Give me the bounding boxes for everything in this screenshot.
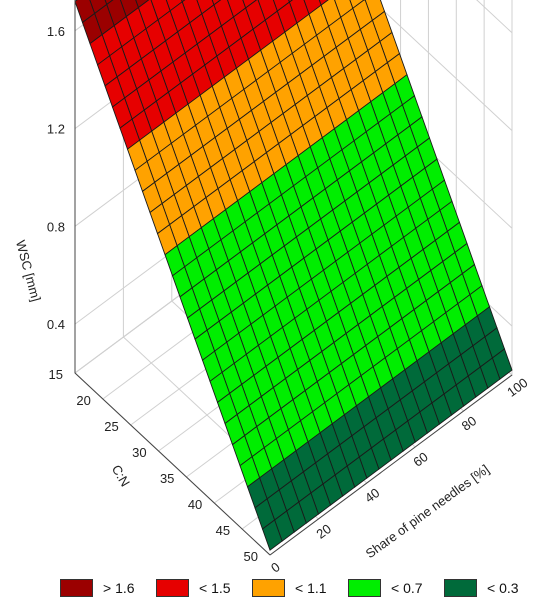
y-tick-label: 20 [76, 393, 90, 408]
legend-swatch-3 [252, 579, 285, 597]
z-tick-label: 0.4 [47, 317, 65, 332]
x-tick-label: 100 [504, 375, 530, 400]
x-tick-label: 0 [268, 559, 283, 575]
legend-swatch-5 [444, 579, 477, 597]
y-tick-label: 15 [49, 367, 63, 382]
y-tick-label: 45 [216, 523, 230, 538]
legend-item-5: < 0.3 [444, 576, 519, 600]
legend-item-1: > 1.6 [60, 576, 135, 600]
legend-label-3: < 1.1 [295, 580, 327, 596]
x-tick-label: 60 [410, 449, 431, 470]
legend-item-2: < 1.5 [156, 576, 231, 600]
legend-label-1: > 1.6 [103, 580, 135, 596]
y-tick-label: 40 [188, 497, 202, 512]
x-axis-line [269, 374, 513, 556]
legend-swatch-2 [156, 579, 189, 597]
legend-label-5: < 0.3 [487, 580, 519, 596]
x-tick-label: 40 [362, 485, 383, 506]
y-tick-label: 25 [104, 419, 118, 434]
legend-label-2: < 1.5 [199, 580, 231, 596]
surface-chart: 0 20 40 60 80 100 15 20 25 30 35 40 45 50 0.4 0.8 1.2 1.6… [13, 0, 531, 575]
z-axis-title: WSC [mm] [13, 239, 44, 304]
z-tick-label: 1.2 [47, 122, 65, 137]
legend-label-4: < 0.7 [391, 580, 423, 596]
x-tick-label: 80 [459, 413, 480, 434]
y-axis-title: C:N [109, 462, 133, 489]
y-tick-label: 35 [160, 471, 174, 486]
legend: > 1.6 < 1.5 < 1.1 < 0.7 < 0.3 [0, 576, 550, 604]
y-tick-label: 50 [244, 549, 258, 564]
surface-cell [261, 519, 283, 551]
legend-item-3: < 1.1 [252, 576, 327, 600]
z-tick-label: 1.6 [47, 24, 65, 39]
legend-swatch-4 [348, 579, 381, 597]
z-tick-label: 0.8 [47, 219, 65, 234]
x-tick-label: 20 [313, 521, 334, 542]
x-axis-title: Share of pine needles [%] [363, 462, 492, 562]
y-tick-label: 30 [132, 445, 146, 460]
legend-swatch-1 [60, 579, 93, 597]
legend-item-4: < 0.7 [348, 576, 423, 600]
y-axis-line [74, 372, 271, 556]
